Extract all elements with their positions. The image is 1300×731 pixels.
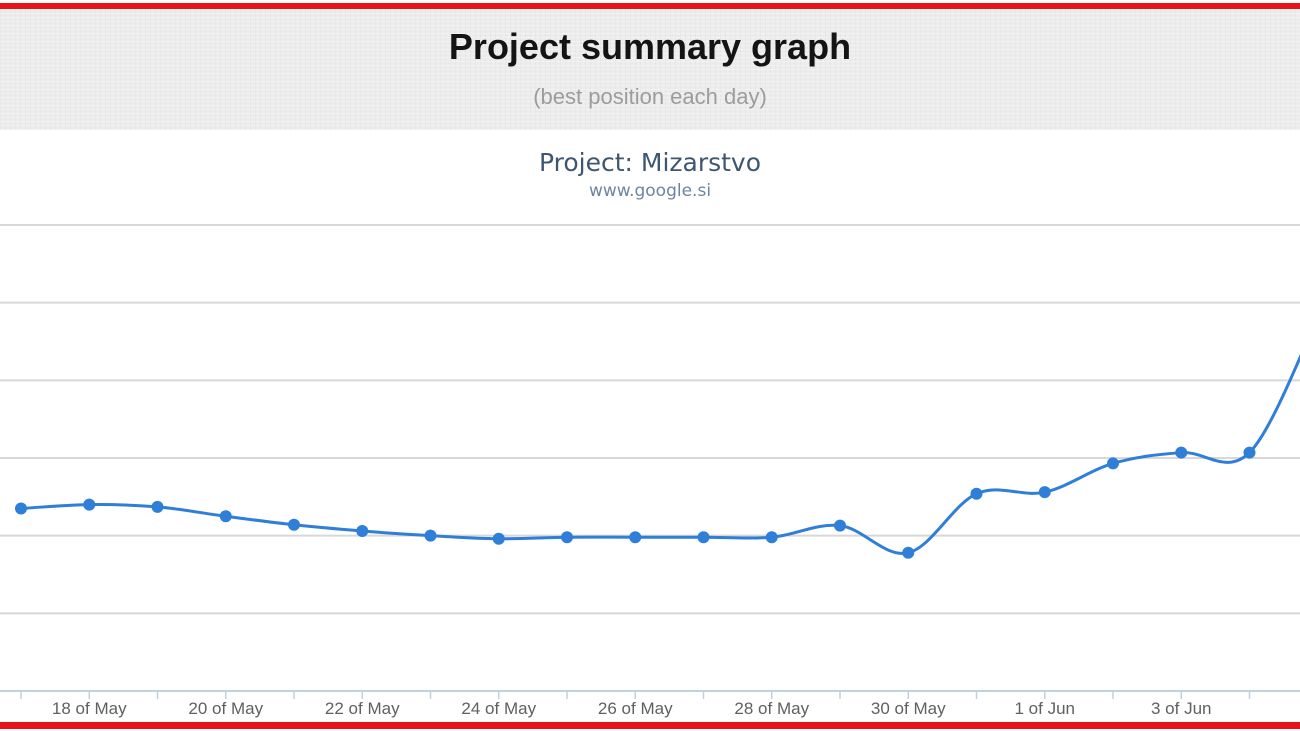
x-tick-label: 18 of May	[52, 699, 127, 718]
x-tick-label: 20 of May	[188, 699, 263, 718]
data-point[interactable]	[1038, 486, 1051, 499]
x-tick-label: 28 of May	[734, 699, 809, 718]
data-point[interactable]	[1175, 446, 1188, 459]
data-point[interactable]	[765, 531, 778, 544]
header-band	[0, 9, 1300, 130]
x-tick-label: 24 of May	[461, 699, 536, 718]
data-point[interactable]	[356, 525, 369, 538]
chart-title: Project: Mizarstvo	[538, 148, 762, 177]
x-tick-label: 1 of Jun	[1015, 699, 1076, 718]
x-tick-label: 22 of May	[325, 699, 400, 718]
top-red-border	[0, 3, 1300, 9]
data-point[interactable]	[151, 500, 164, 513]
data-point[interactable]	[970, 487, 983, 500]
data-point[interactable]	[1243, 446, 1256, 459]
x-tick-label: 26 of May	[598, 699, 673, 718]
data-point[interactable]	[834, 519, 846, 532]
chart-subtitle: www.google.si	[588, 181, 712, 201]
data-point[interactable]	[561, 531, 573, 544]
x-tick-label: 3 of Jun	[1151, 699, 1212, 718]
bottom-red-border	[0, 722, 1300, 729]
data-point[interactable]	[902, 546, 915, 559]
data-point[interactable]	[424, 529, 437, 542]
x-tick-label: 30 of May	[871, 699, 946, 718]
data-point[interactable]	[288, 518, 300, 531]
grid-lines	[0, 224, 1300, 615]
data-point[interactable]	[15, 502, 27, 515]
data-point[interactable]	[219, 510, 232, 523]
data-point[interactable]	[629, 531, 642, 544]
data-point[interactable]	[1107, 457, 1119, 470]
data-point[interactable]	[492, 532, 505, 545]
data-point[interactable]	[697, 531, 710, 544]
page-subtitle: (best position each day)	[533, 84, 767, 109]
data-points	[15, 446, 1256, 559]
data-point[interactable]	[83, 498, 96, 511]
x-axis	[0, 690, 1300, 699]
x-tick-labels: 18 of May 20 of May 22 of May 24 of May 26 o…	[52, 699, 1212, 718]
page-title: Project summary graph	[448, 26, 852, 67]
series-line	[20, 353, 1300, 555]
